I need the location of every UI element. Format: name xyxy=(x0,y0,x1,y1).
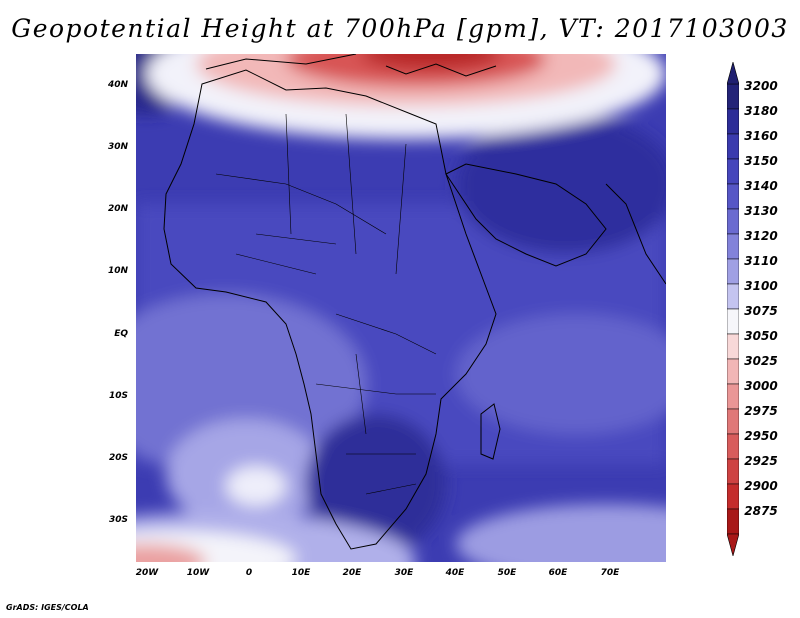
lon-label-70e: 70E xyxy=(600,568,620,578)
colorbar-label-3200: 3200 xyxy=(744,79,778,93)
border-lines-north xyxy=(215,113,407,275)
colorbar-bottom-arrow xyxy=(727,533,739,556)
colorbar-top-arrow xyxy=(727,62,739,85)
lon-label-30e: 30E xyxy=(394,568,414,578)
credit-text: GrADS: IGES/COLA xyxy=(6,603,89,612)
chart-title: Geopotential Height at 700hPa [gpm], VT:… xyxy=(11,14,789,43)
colorbar xyxy=(727,62,739,556)
field-white-spot xyxy=(226,466,286,506)
colorbar-label-2925: 2925 xyxy=(744,454,778,468)
colorbar-label-3160: 3160 xyxy=(744,129,778,143)
africa-coastline xyxy=(163,69,497,550)
lon-label-20w: 20W xyxy=(135,568,159,578)
colorbar-label-2975: 2975 xyxy=(744,404,778,418)
lat-label-10s: 10S xyxy=(108,391,128,401)
field-deep-south-africa xyxy=(306,414,446,554)
lon-label-50e: 50E xyxy=(497,568,517,578)
lat-label-20s: 20S xyxy=(108,453,128,463)
colorbar-label-2875: 2875 xyxy=(744,504,778,518)
colorbar-label-3100: 3100 xyxy=(744,279,778,293)
lat-label-10n: 10N xyxy=(107,266,128,276)
field-north-darkred xyxy=(361,54,501,70)
colorbar-label-3150: 3150 xyxy=(744,154,778,168)
border-lines-south xyxy=(315,313,437,495)
colorbar-label-3130: 3130 xyxy=(744,204,778,218)
field-light-atlantic xyxy=(136,294,366,474)
colorbar-cells xyxy=(727,83,739,535)
colorbar-label-3120: 3120 xyxy=(744,229,778,243)
india-coastline xyxy=(605,183,666,285)
lat-label-eq: EQ xyxy=(114,329,128,339)
lat-label-30n: 30N xyxy=(107,142,128,152)
lon-label-20e: 20E xyxy=(342,568,362,578)
colorbar-label-3000: 3000 xyxy=(744,379,778,393)
colorbar-label-3075: 3075 xyxy=(744,304,778,318)
country-borders xyxy=(215,113,437,495)
field-deep-arabia xyxy=(456,114,666,254)
colorbar-label-3180: 3180 xyxy=(744,104,778,118)
arabia-coastline xyxy=(445,163,607,267)
map-canvas xyxy=(136,54,666,562)
coastlines xyxy=(163,54,666,550)
lon-label-0: 0 xyxy=(245,568,253,578)
colorbar-label-3025: 3025 xyxy=(744,354,778,368)
lat-label-30s: 30S xyxy=(108,515,128,525)
lon-label-10w: 10W xyxy=(186,568,210,578)
lon-label-40e: 40E xyxy=(445,568,465,578)
colorbar-label-3050: 3050 xyxy=(744,329,778,343)
lat-label-40n: 40N xyxy=(107,80,128,90)
field-light-indian xyxy=(456,314,666,434)
madagascar-coastline xyxy=(480,403,501,460)
map-panel xyxy=(136,54,666,562)
colorbar-label-2950: 2950 xyxy=(744,429,778,443)
colorbar-label-3140: 3140 xyxy=(744,179,778,193)
lon-label-60e: 60E xyxy=(548,568,568,578)
europe-coastline xyxy=(205,54,497,77)
lon-label-10e: 10E xyxy=(291,568,311,578)
colorbar-label-3110: 3110 xyxy=(744,254,778,268)
field-south-pale-band-east xyxy=(456,504,666,562)
colorbar-label-2900: 2900 xyxy=(744,479,778,493)
field-south-pink xyxy=(136,544,206,562)
lat-label-20n: 20N xyxy=(107,204,128,214)
